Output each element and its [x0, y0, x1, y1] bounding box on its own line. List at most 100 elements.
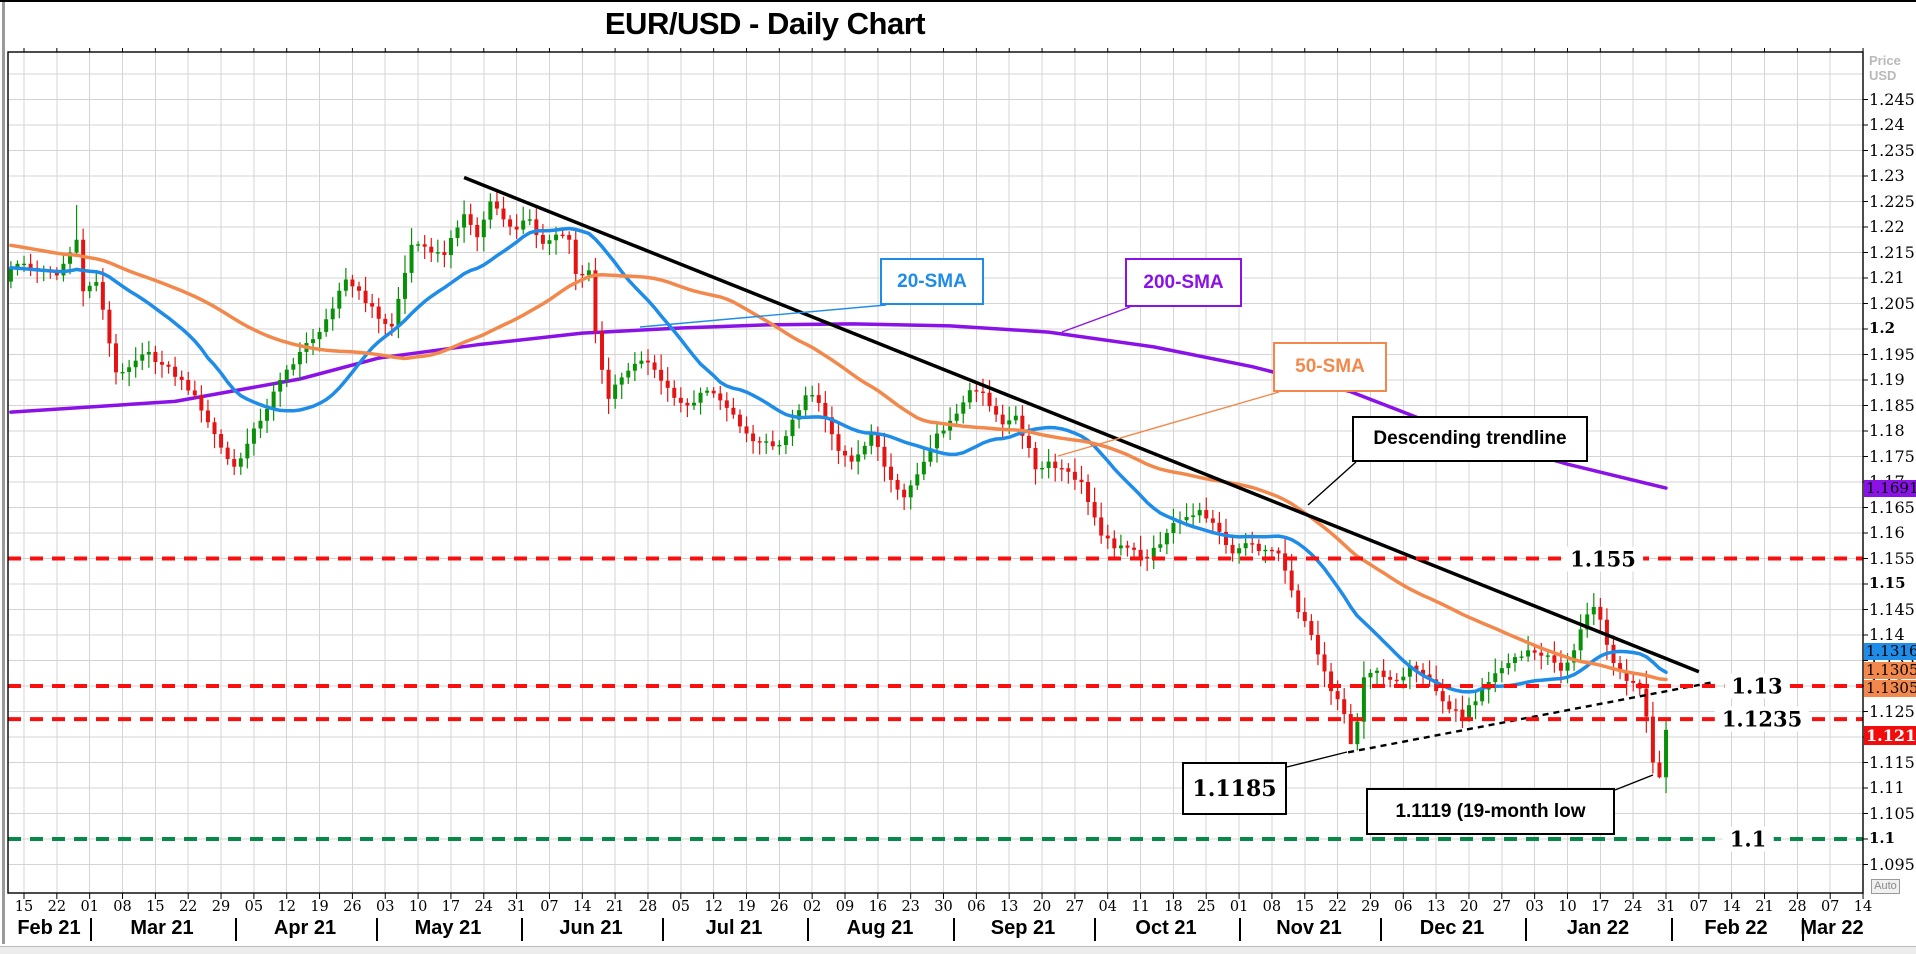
day-axis-label: 07 [1689, 899, 1709, 915]
day-axis-label: 17 [441, 899, 461, 915]
day-axis-label: 18 [1164, 899, 1183, 915]
day-axis-label: 12 [277, 899, 296, 915]
candle-up [1572, 650, 1577, 663]
candle-down [593, 270, 598, 332]
month-separator [1671, 918, 1673, 941]
candle-up [1164, 533, 1169, 545]
day-axis-label: 16 [868, 899, 888, 915]
candle-up [140, 354, 145, 361]
candle-down [468, 214, 473, 225]
candle-down [1604, 619, 1609, 645]
candle-down [1026, 435, 1031, 449]
day-axis-label: 29 [1361, 899, 1380, 915]
candle-down [1447, 701, 1452, 710]
price-axis-label: 1.24 [1869, 115, 1905, 134]
month-separator [1239, 918, 1241, 941]
level-price-label[interactable]: 1.1 [1722, 826, 1774, 852]
candle-down [442, 252, 447, 256]
sma200-label-box[interactable]: 200-SMA [1125, 258, 1242, 307]
candle-up [258, 420, 263, 429]
price-axis-label: 1.22 [1869, 217, 1905, 236]
candle-up [343, 279, 348, 291]
descending-trendline-label-box[interactable]: Descending trendline [1352, 416, 1588, 462]
window-left-edge [2, 2, 5, 944]
price-axis-unit: Price USD [1869, 53, 1901, 83]
candle-up [1197, 510, 1202, 516]
candle-down [711, 390, 716, 394]
level-price-label[interactable]: 1.13 [1724, 673, 1790, 699]
candle-up [547, 240, 552, 244]
auto-scale-button[interactable]: Auto [1871, 879, 1900, 894]
candle-up [1040, 467, 1045, 470]
candle-down [508, 219, 513, 227]
candle-down [1624, 671, 1629, 681]
ascending-dotted-support[interactable] [1347, 681, 1713, 754]
candle-up [921, 461, 926, 475]
candle-up [416, 244, 421, 246]
candle-down [1631, 680, 1636, 683]
price-axis-label: 1.105 [1869, 803, 1915, 823]
candle-up [797, 410, 802, 420]
candle-down [678, 397, 683, 403]
day-axis-label: 17 [1591, 899, 1610, 915]
candle-down [1302, 612, 1307, 622]
support-1-1185-label-box[interactable]: 1.1185 [1182, 762, 1287, 815]
day-axis-label: 20 [1032, 899, 1052, 915]
candle-down [816, 395, 821, 403]
candle-down [1644, 688, 1649, 717]
candle-up [1184, 517, 1189, 521]
sma200_label-callout [1061, 306, 1131, 333]
candle-down [737, 414, 742, 427]
month-separator [1094, 918, 1096, 941]
day-axis-label: 03 [376, 899, 395, 915]
level-price-label[interactable]: 1.1235 [1714, 706, 1810, 732]
candle-down [1315, 635, 1320, 655]
candle-down [514, 226, 519, 230]
month-axis-label: Mar 21 [130, 917, 194, 939]
candle-up [928, 448, 933, 462]
price-axis-label: 1.23 [1869, 166, 1905, 185]
candle-up [613, 384, 618, 399]
candle-down [1145, 556, 1150, 559]
price-axis-label: 1.165 [1869, 497, 1915, 517]
candle-up [1473, 701, 1478, 706]
day-axis-label: 10 [1558, 899, 1577, 915]
sma50-label-box[interactable]: 50-SMA [1273, 342, 1387, 392]
price-axis-label: 1.18 [1869, 421, 1905, 440]
day-axis-label: 11 [1131, 899, 1150, 915]
window-bottom-strip [0, 946, 1916, 954]
candle-up [120, 371, 125, 374]
level-price-label[interactable]: 1.155 [1563, 546, 1643, 571]
candle-down [1296, 590, 1301, 613]
day-axis-label: 23 [901, 899, 920, 915]
candle-down [889, 466, 894, 480]
month-axis-label: Nov 21 [1276, 917, 1342, 939]
descending-trendline[interactable] [463, 175, 1700, 674]
candle-down [389, 323, 394, 327]
price-axis-label: 1.11 [1869, 778, 1905, 797]
candle-up [1493, 673, 1498, 682]
candle-down [843, 450, 848, 456]
candle-down [1434, 679, 1439, 692]
price-axis-label: 1.095 [1869, 854, 1915, 874]
candle-up [783, 436, 788, 446]
candle-down [1381, 670, 1386, 677]
candle-up [639, 360, 644, 364]
candle-down [1000, 414, 1005, 425]
level_1185-callout [1286, 751, 1348, 768]
sma20-label-box[interactable]: 20-SMA [880, 258, 984, 305]
candle-down [770, 441, 775, 447]
day-axis-label: 07 [1820, 899, 1840, 915]
day-axis-label: 28 [1788, 899, 1807, 915]
candle-down [225, 447, 230, 460]
price-axis-label: 1.16 [1869, 523, 1905, 542]
candle-up [1007, 420, 1012, 425]
candle-up [22, 263, 27, 266]
low-19-month-label-box[interactable]: 1.1119 (19-month low [1366, 788, 1615, 835]
candle-up [455, 227, 460, 239]
candle-up [1118, 545, 1123, 549]
candle-up [626, 370, 631, 378]
candle-up [1480, 689, 1485, 702]
candle-up [1158, 544, 1163, 548]
